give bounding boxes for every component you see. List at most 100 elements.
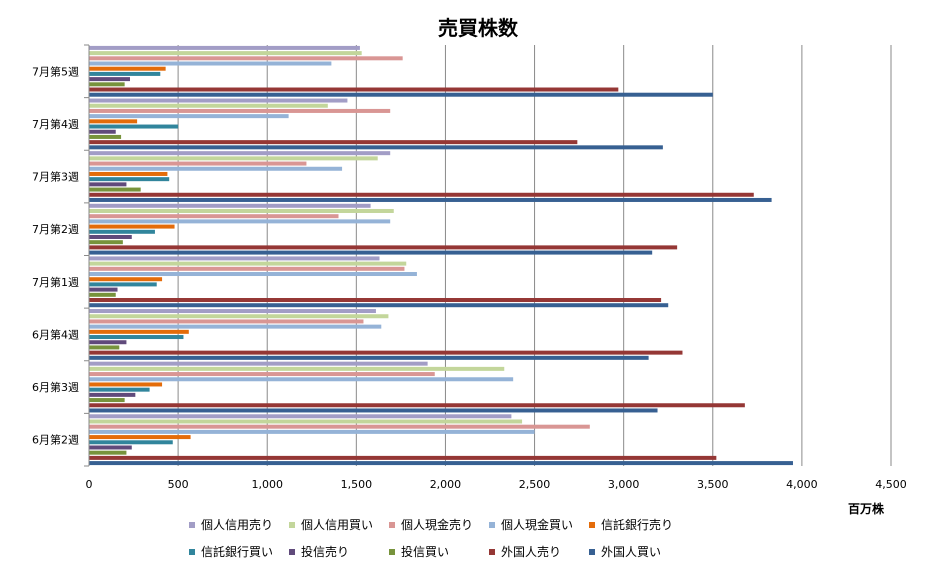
bar — [89, 440, 173, 445]
bar — [89, 377, 514, 382]
legend-label: 個人信用買い — [301, 518, 373, 532]
category-label: 7月第1週 — [32, 275, 79, 289]
bar — [89, 161, 307, 166]
bar — [89, 340, 127, 345]
bar — [89, 435, 191, 440]
bar — [89, 229, 155, 234]
bar — [89, 387, 150, 392]
bar — [89, 282, 157, 287]
legend-swatch — [189, 522, 195, 528]
bar — [89, 455, 717, 460]
bar — [89, 77, 130, 82]
bar — [89, 66, 166, 71]
unit-label: 百万株 — [848, 501, 885, 516]
category-label: 6月第3週 — [32, 380, 79, 394]
x-tick-label: 3,500 — [697, 478, 729, 491]
legend-swatch — [389, 549, 395, 555]
legend-swatch — [489, 522, 495, 528]
category-label: 7月第4週 — [32, 117, 79, 131]
legend-label: 信託銀行買い — [201, 544, 273, 559]
bar — [89, 219, 391, 224]
bar — [89, 261, 407, 266]
bar — [89, 350, 683, 355]
bar — [89, 171, 168, 176]
bar — [89, 61, 332, 66]
bar — [89, 103, 328, 108]
bar — [89, 119, 138, 124]
bar — [89, 392, 136, 397]
bar — [89, 361, 428, 366]
gridlines — [177, 45, 892, 466]
bar — [89, 56, 403, 61]
category-label: 7月第5週 — [32, 64, 79, 78]
bar — [89, 461, 793, 466]
bar — [89, 45, 360, 50]
bar — [89, 92, 713, 97]
legend-label: 投信買い — [401, 544, 449, 559]
bar — [89, 414, 512, 419]
bar — [89, 214, 339, 219]
bar — [89, 272, 417, 277]
bar — [89, 450, 127, 455]
legend-swatch — [189, 549, 195, 555]
category-label: 6月第2週 — [32, 433, 79, 447]
bar — [89, 140, 578, 145]
bar — [89, 87, 619, 92]
bars — [89, 45, 793, 466]
bar — [89, 82, 125, 87]
bar — [89, 182, 127, 187]
bar — [89, 372, 435, 377]
bar — [89, 266, 405, 271]
legend-swatch — [589, 522, 595, 528]
bar — [89, 287, 118, 292]
bar — [89, 177, 170, 182]
bar — [89, 203, 371, 208]
bar — [89, 303, 669, 308]
bar — [89, 382, 163, 387]
bar — [89, 329, 189, 334]
bar — [89, 134, 122, 139]
bar — [89, 114, 289, 119]
x-tick-label: 3,000 — [608, 478, 640, 491]
bar — [89, 309, 376, 314]
x-tick-label: 0 — [86, 478, 93, 491]
x-tick-label: 2,500 — [519, 478, 551, 491]
bar — [89, 445, 132, 450]
legend-label: 個人現金売り — [401, 517, 473, 532]
bar — [89, 166, 343, 171]
legend-label: 個人現金買い — [501, 517, 573, 532]
category-label: 7月第3週 — [32, 170, 79, 184]
legend-label: 個人信用売り — [201, 517, 273, 532]
bar — [89, 240, 123, 245]
bar — [89, 298, 662, 303]
bar — [89, 277, 163, 282]
bar — [89, 324, 382, 329]
legend-swatch — [589, 549, 595, 555]
category-labels: 7月第5週 7月第4週 7月第3週 7月第2週 7月第1週 6月第4週 6月第3週 6月第2週 — [32, 64, 79, 446]
bar — [89, 419, 523, 424]
category-label: 7月第2週 — [32, 222, 79, 236]
bar — [89, 403, 745, 408]
bar — [89, 192, 754, 197]
bar — [89, 319, 364, 324]
bar — [89, 429, 535, 434]
category-label: 6月第4週 — [32, 327, 79, 341]
bar — [89, 224, 175, 229]
bar — [89, 187, 141, 192]
legend-swatch — [289, 522, 295, 528]
x-tick-label: 4,500 — [875, 478, 907, 491]
bar — [89, 408, 658, 413]
bar — [89, 208, 394, 213]
bar — [89, 156, 378, 161]
bar — [89, 124, 179, 129]
bar — [89, 335, 184, 340]
bar — [89, 71, 161, 76]
legend-label: 外国人買い — [601, 545, 661, 559]
bar — [89, 366, 505, 371]
legend-label: 外国人売り — [501, 544, 561, 559]
chart-title: 売買株数 — [438, 16, 519, 40]
axes — [84, 44, 90, 467]
